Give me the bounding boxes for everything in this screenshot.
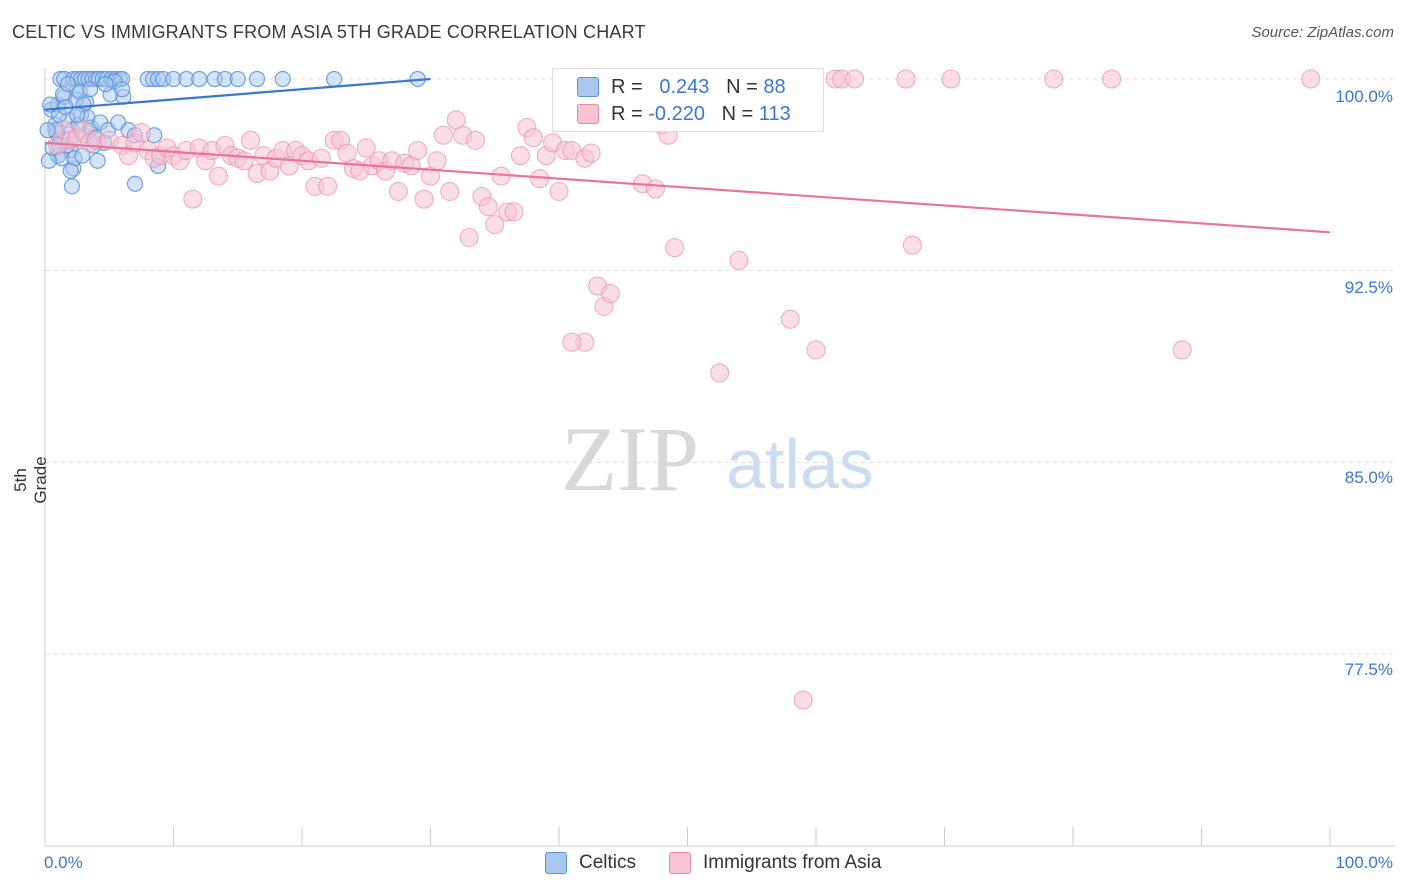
celtic-point: [229, 70, 246, 88]
asia-point: [1044, 69, 1064, 89]
asia-point: [645, 179, 665, 199]
asia-point: [510, 146, 530, 166]
series-asia-points: [48, 69, 1321, 710]
asia-point: [902, 235, 922, 255]
asia-point: [356, 138, 376, 158]
asia-point: [440, 181, 460, 201]
legend-n-value-asia: 113: [758, 102, 791, 125]
asia-point: [780, 309, 800, 329]
celtic-point: [191, 70, 208, 88]
celtic-point: [39, 122, 56, 139]
celtic-point: [248, 70, 266, 88]
asia-point: [1102, 69, 1122, 89]
celtic-point: [69, 106, 86, 123]
celtic-point: [62, 162, 79, 180]
asia-point: [208, 166, 228, 186]
asia-point: [465, 130, 485, 150]
asia-point: [241, 130, 261, 150]
trend-lines: [44, 77, 1331, 234]
asia-point: [549, 181, 569, 201]
asia-point: [710, 363, 730, 383]
legend-r-value-celtic: 0.243: [659, 75, 710, 98]
bottom-legend-celtic: Celtics: [545, 852, 636, 874]
asia-point: [131, 123, 151, 143]
asia-point: [523, 128, 543, 148]
correlation-legend: R = 0.243 N = 88 R = -0.220 N = 113: [552, 68, 824, 132]
axes: [44, 68, 1395, 847]
asia-point: [311, 148, 331, 168]
asia-point: [793, 690, 813, 710]
asia-point: [183, 189, 203, 209]
asia-point: [806, 340, 826, 360]
asia-point: [504, 202, 524, 222]
bottom-legend-label-asia: Immigrants from Asia: [703, 852, 882, 873]
trend-line-asia: [44, 141, 1331, 234]
y-tick-label-85: 85.0%: [1344, 468, 1393, 487]
celtic-point: [63, 178, 81, 195]
y-tick-label-77-5: 77.5%: [1344, 660, 1393, 679]
bottom-legend-asia: Immigrants from Asia: [669, 852, 881, 874]
asia-point: [459, 227, 479, 247]
celtic-point: [60, 76, 77, 93]
celtic-point: [89, 152, 106, 169]
asia-point: [485, 215, 505, 235]
asia-point: [845, 69, 865, 89]
asia-point: [478, 197, 498, 217]
y-tick-label-92-5: 92.5%: [1344, 278, 1393, 297]
watermark-atlas: atlas: [726, 425, 874, 503]
chart-title: CELTIC VS IMMIGRANTS FROM ASIA 5TH GRADE…: [12, 22, 646, 42]
asia-point: [600, 284, 620, 304]
asia-point: [433, 125, 453, 145]
asia-point: [1172, 340, 1192, 360]
celtic-point: [274, 70, 291, 88]
celtic-point: [113, 81, 131, 98]
bottom-legend-swatch-asia: [669, 852, 691, 874]
asia-point: [581, 143, 601, 163]
asia-point: [427, 151, 447, 171]
asia-point: [941, 69, 961, 89]
legend-row-celtic: R = 0.243 N = 88: [577, 74, 786, 100]
asia-point: [896, 69, 916, 89]
legend-n-label: N =: [721, 102, 754, 125]
bottom-legend-swatch-celtic: [545, 852, 567, 874]
source-label: Source: ZipAtlas.com: [1251, 24, 1394, 41]
watermark-zip: ZIP: [561, 408, 699, 510]
bottom-legend-label-celtic: Celtics: [579, 852, 637, 873]
y-tick-label-100: 100.0%: [1335, 87, 1393, 106]
watermark: ZIP atlas: [561, 408, 874, 510]
x-tick-label-100: 100.0%: [1335, 853, 1393, 872]
asia-point: [1301, 69, 1321, 89]
asia-point: [408, 141, 428, 161]
celtic-point: [97, 76, 114, 93]
celtic-point: [126, 175, 144, 192]
asia-point: [665, 238, 685, 258]
asia-point: [562, 332, 582, 352]
y-axis-title: 5th Grade: [11, 456, 50, 504]
asia-point: [318, 176, 338, 196]
legend-n-value-celtic: 88: [763, 75, 786, 98]
legend-r-label: R =: [611, 75, 643, 98]
asia-point: [729, 250, 749, 270]
celtic-point: [326, 70, 343, 88]
legend-swatch-asia: [577, 104, 599, 124]
legend-r-value-asia: -0.220: [648, 102, 705, 125]
asia-point: [388, 181, 408, 201]
legend-swatch-celtic: [577, 77, 599, 97]
x-tick-label-0: 0.0%: [44, 853, 83, 872]
legend-n-label: N =: [726, 75, 758, 98]
legend-row-asia: R = -0.220 N = 113: [577, 101, 791, 127]
celtic-point: [81, 81, 99, 98]
trend-line-celtic: [44, 77, 431, 111]
legend-r-label: R =: [611, 102, 643, 125]
asia-point: [414, 189, 434, 209]
